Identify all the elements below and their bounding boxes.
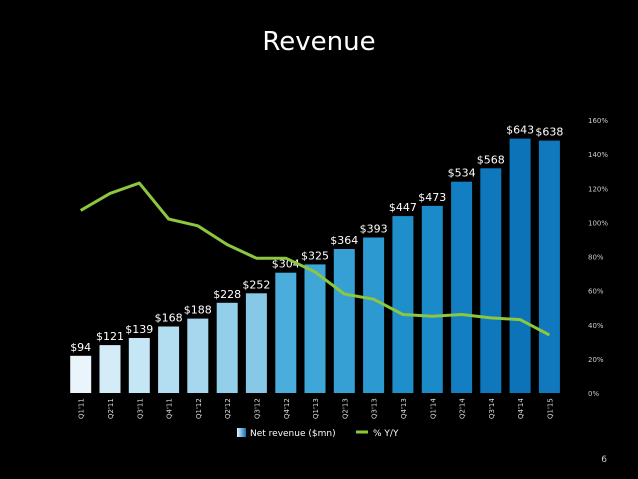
bar-4	[187, 318, 209, 393]
bar-series	[70, 138, 560, 393]
y-tick-4: 80%	[588, 254, 604, 262]
y-tick-6: 120%	[588, 185, 608, 193]
legend: Net revenue ($mn) % Y/Y	[237, 428, 399, 439]
bar-value-label-3: $168	[155, 312, 183, 325]
y-tick-1: 20%	[588, 356, 604, 364]
x-tick-1: Q2'11	[107, 398, 115, 419]
bar-value-label-6: $252	[242, 278, 270, 291]
bar-8	[304, 264, 326, 393]
y-tick-7: 140%	[588, 151, 608, 159]
bar-value-label-11: $447	[389, 201, 417, 214]
bar-16	[538, 140, 560, 393]
x-tick-5: Q2'12	[224, 398, 232, 419]
legend-label-yoy: % Y/Y	[373, 429, 399, 439]
x-tick-14: Q3'14	[488, 398, 496, 419]
bar-14	[480, 168, 502, 393]
right-y-axis-ticks: 0% 20% 40% 60% 80% 100% 120% 140% 160%	[588, 117, 608, 398]
bar-5	[216, 302, 238, 393]
bar-value-label-16: $638	[535, 126, 563, 139]
bar-1	[99, 345, 121, 393]
bar-value-label-1: $121	[96, 330, 124, 343]
y-tick-0: 0%	[588, 390, 599, 398]
line-series	[79, 181, 551, 337]
chart-title: Revenue	[262, 27, 375, 57]
bar-value-label-12: $473	[418, 191, 446, 204]
x-tick-16: Q1'15	[546, 398, 554, 419]
x-tick-0: Q1'11	[78, 398, 86, 419]
bar-3	[158, 326, 180, 393]
bar-15	[509, 138, 531, 393]
x-tick-2: Q3'11	[136, 398, 144, 419]
bar-0	[70, 355, 92, 393]
bar-11	[392, 216, 414, 393]
bar-13	[451, 181, 473, 393]
bar-value-label-13: $534	[448, 167, 476, 180]
bar-value-label-5: $228	[213, 288, 241, 301]
x-tick-12: Q1'14	[429, 398, 437, 419]
x-tick-10: Q3'13	[371, 398, 379, 419]
x-tick-7: Q4'12	[283, 398, 291, 419]
x-tick-4: Q1'12	[195, 398, 203, 419]
bar-value-label-0: $94	[70, 341, 91, 354]
x-tick-6: Q3'12	[253, 398, 261, 419]
bar-value-label-9: $364	[330, 234, 358, 247]
bar-value-label-8: $325	[301, 249, 329, 262]
page-number: 6	[601, 455, 607, 465]
x-tick-15: Q4'14	[517, 398, 525, 419]
legend-label-revenue: Net revenue ($mn)	[250, 429, 336, 439]
bar-value-label-4: $188	[184, 304, 212, 317]
x-tick-11: Q4'13	[400, 398, 408, 419]
bar-10	[363, 237, 385, 393]
bar-value-label-2: $139	[125, 323, 153, 336]
bar-value-label-15: $643	[506, 124, 534, 137]
yoy-growth-line	[79, 181, 551, 337]
x-tick-9: Q2'13	[341, 398, 349, 419]
bar-6	[245, 293, 267, 393]
bar-12	[421, 205, 443, 393]
bar-7	[275, 272, 297, 393]
bar-value-label-14: $568	[477, 153, 505, 166]
x-tick-8: Q1'13	[312, 398, 320, 419]
bar-value-label-10: $393	[360, 223, 388, 236]
y-tick-2: 40%	[588, 322, 604, 330]
legend-swatch-revenue	[237, 428, 246, 437]
y-tick-3: 60%	[588, 288, 604, 296]
x-tick-3: Q4'11	[166, 398, 174, 419]
x-tick-13: Q2'14	[459, 398, 467, 419]
y-tick-8: 160%	[588, 117, 608, 125]
x-axis-ticks: Q1'11 Q2'11 Q3'11 Q4'11 Q1'12 Q2'12 Q3'12 Q4'12…	[78, 398, 555, 419]
bar-2	[128, 338, 150, 393]
bar-9	[333, 249, 355, 393]
y-tick-5: 100%	[588, 219, 608, 227]
